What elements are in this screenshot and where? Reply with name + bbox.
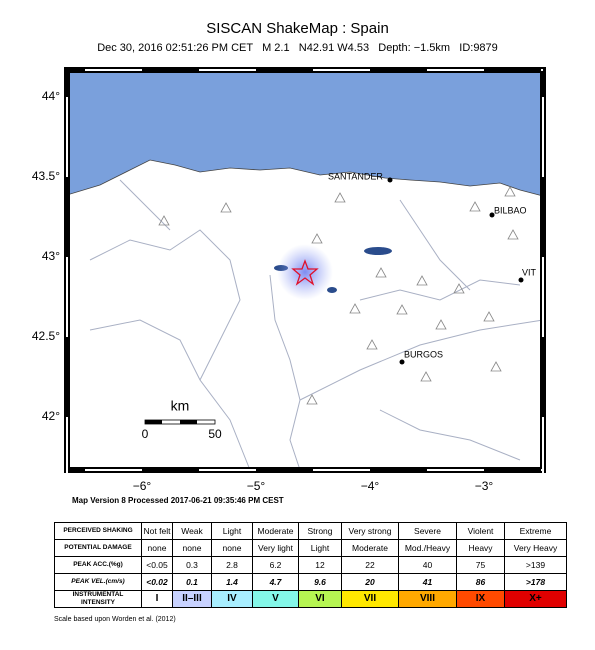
legend-cell: I [141, 590, 173, 608]
legend-cell: Severe [398, 522, 457, 540]
legend-row: POTENTIAL DAMAGE none none none Very light Li… [54, 539, 567, 557]
legend-cell: Moderate [252, 522, 299, 540]
legend-cell: 86 [456, 573, 505, 591]
legend-cell: 4.7 [252, 573, 299, 591]
legend-cell: IV [211, 590, 253, 608]
legend-cell: Strong [298, 522, 342, 540]
map-version: Map Version 8 Processed 2017-06-21 09:35… [72, 496, 284, 505]
legend-cell: 1.4 [211, 573, 253, 591]
lat-label: 42.5° [32, 329, 60, 343]
legend-cell: 22 [341, 556, 399, 574]
rivers [89, 179, 544, 471]
legend-cell: 40 [398, 556, 457, 574]
legend-cell: Very Heavy [504, 539, 567, 557]
legend-cell: V [252, 590, 299, 608]
legend-cell: >178 [504, 573, 567, 591]
lat-label: 43.5° [32, 169, 60, 183]
lon-label: −3° [475, 479, 494, 493]
legend-cell: none [211, 539, 253, 557]
legend-cell: X+ [504, 590, 567, 608]
legend-cell: 20 [341, 573, 399, 591]
legend-cell: 0.3 [172, 556, 212, 574]
lon-label: −6° [133, 479, 152, 493]
row-label: POTENTIAL DAMAGE [54, 539, 142, 557]
legend-cell: 0.1 [172, 573, 212, 591]
legend-row: PEAK ACC.(%g) <0.05 0.3 2.8 6.2 12 22 40 75 >139 [54, 556, 567, 574]
city-label: BURGOS [404, 349, 443, 359]
subtitle: Dec 30, 2016 02:51:26 PM CET M 2.1 N42.9… [97, 42, 498, 54]
legend-row: PERCEIVED SHAKING Not felt Weak Light Modera… [54, 522, 567, 540]
frame [64, 67, 546, 497]
legend-cell: Heavy [456, 539, 505, 557]
city-label: BILBAO [494, 205, 527, 215]
scale-label: 0 [142, 427, 149, 441]
legend-cell: Light [211, 522, 253, 540]
epicenter [291, 259, 319, 286]
legend-cell: Very strong [341, 522, 399, 540]
lon-label: −4° [361, 479, 380, 493]
legend-row: INSTRUMENTAL INTENSITY I II–III IV V VI VII VII… [54, 590, 567, 608]
city-label: SANTANDER [328, 171, 383, 181]
legend-cell: 6.2 [252, 556, 299, 574]
scale-unit: km [171, 398, 190, 414]
footer: Scale based upon Worden et al. (2012) [54, 616, 176, 623]
legend-cell: Weak [172, 522, 212, 540]
legend-cell: 9.6 [298, 573, 342, 591]
legend-cell: IX [456, 590, 505, 608]
lat-label: 43° [42, 249, 60, 263]
row-label: PERCEIVED SHAKING [54, 522, 142, 540]
city-dot [518, 277, 524, 283]
legend-cell: 75 [456, 556, 505, 574]
legend-cell: Violent [456, 522, 505, 540]
map: 44° 43.5° 43° 42.5° 42° −6° −5° −4° −3° SANTANDER… [31, 67, 546, 497]
legend-cell: Very light [252, 539, 299, 557]
legend-cell: VII [341, 590, 399, 608]
legend-cell: <0.02 [141, 573, 173, 591]
legend-cell: Extreme [504, 522, 567, 540]
legend-cell: VIII [398, 590, 457, 608]
legend-cell: Light [298, 539, 342, 557]
legend-cell: none [141, 539, 173, 557]
legend-cell: <0.05 [141, 556, 173, 574]
city-dot [399, 359, 405, 365]
legend-cell: Not felt [141, 522, 173, 540]
legend-cell: 12 [298, 556, 342, 574]
stations [158, 186, 519, 405]
lat-label: 44° [42, 89, 60, 103]
row-label: INSTRUMENTAL INTENSITY [54, 590, 142, 608]
lat-label: 42° [42, 409, 60, 423]
legend-cell: 41 [398, 573, 457, 591]
sea [66, 69, 544, 197]
legend-cell: VI [298, 590, 342, 608]
intensity-legend: PERCEIVED SHAKING Not felt Weak Light Modera… [54, 522, 567, 608]
legend-cell: Moderate [341, 539, 399, 557]
scale-label: 50 [208, 427, 222, 441]
epicenter-glow [277, 244, 333, 300]
row-label: PEAK VEL.(cm/s) [54, 573, 142, 591]
lon-label: −5° [247, 479, 266, 493]
legend-cell: II–III [172, 590, 212, 608]
legend-row: PEAK VEL.(cm/s) <0.02 0.1 1.4 4.7 9.6 20 41 86 >1… [54, 573, 567, 591]
city-dot [387, 177, 393, 183]
legend-cell: none [172, 539, 212, 557]
row-label: PEAK ACC.(%g) [54, 556, 142, 574]
legend-cell: Mod./Heavy [398, 539, 457, 557]
legend-cell: 2.8 [211, 556, 253, 574]
legend-cell: >139 [504, 556, 567, 574]
scale-bar [144, 419, 216, 425]
city-label: VIT [522, 267, 537, 277]
city-dot [489, 212, 495, 218]
title: SISCAN ShakeMap : Spain [206, 20, 389, 37]
